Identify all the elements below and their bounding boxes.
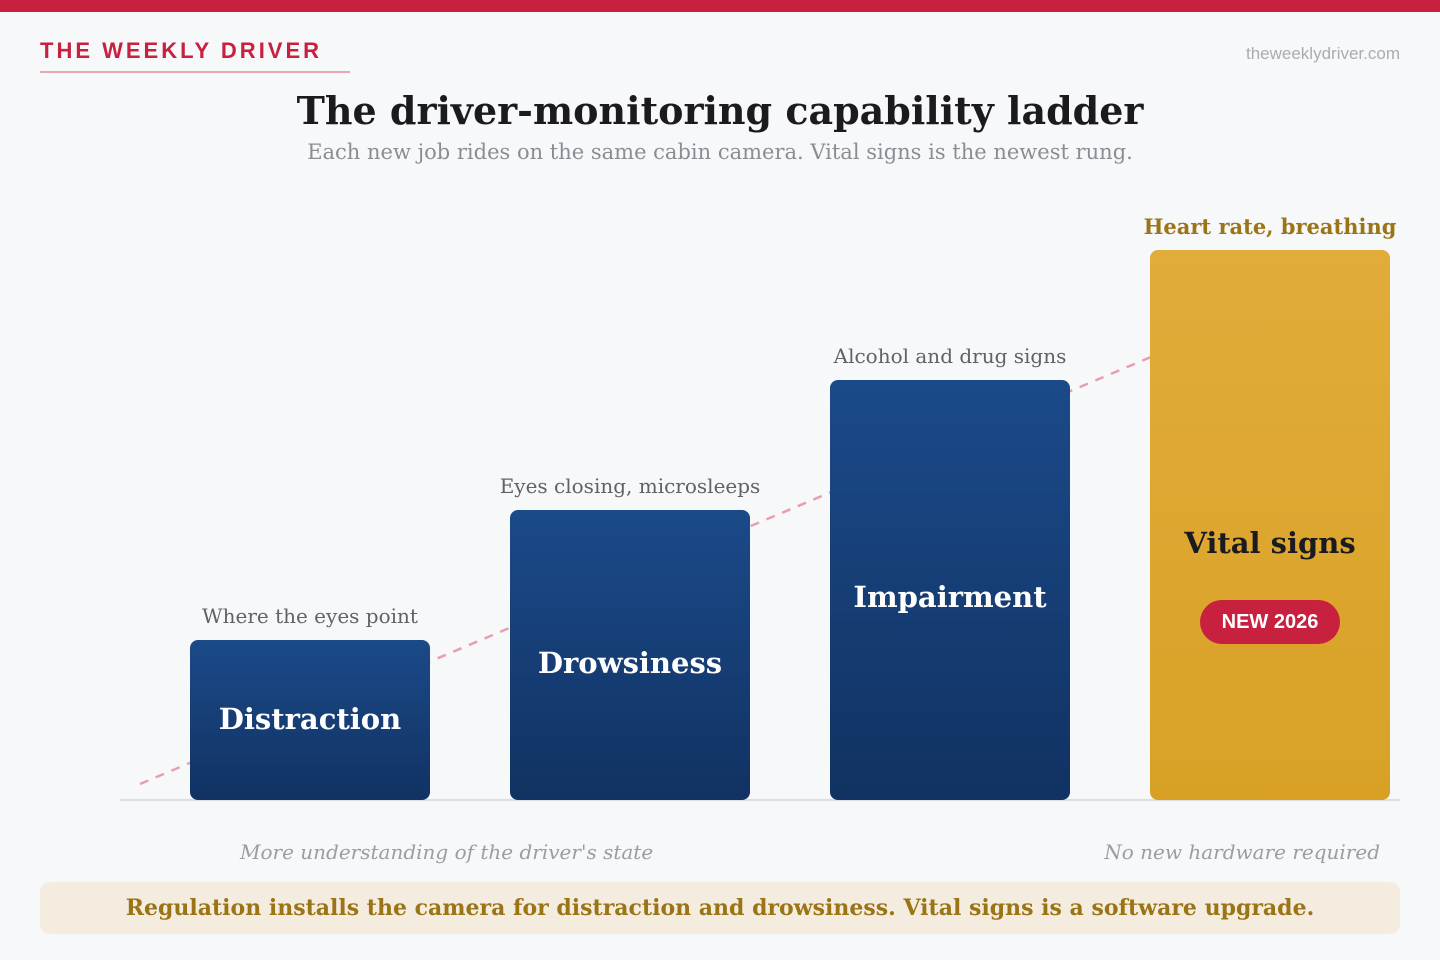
brand-underline — [40, 71, 350, 73]
rung-caption-distraction: Where the eyes point — [202, 604, 418, 628]
rung-vital-signs: Vital signs NEW 2026 — [1150, 250, 1390, 800]
rung-label: Impairment — [853, 580, 1047, 614]
rung-caption-drowsiness: Eyes closing, microsleeps — [499, 474, 761, 498]
page-title: The driver-monitoring capability ladder — [296, 88, 1144, 133]
rung-label: Vital signs — [1184, 526, 1356, 560]
new-badge: NEW 2026 — [1200, 600, 1340, 644]
summary-callout: Regulation installs the camera for distr… — [40, 882, 1400, 934]
brand-logo-text[interactable]: THE WEEKLY DRIVER — [40, 38, 323, 63]
rung-distraction: Distraction — [190, 640, 430, 800]
site-url[interactable]: theweeklydriver.com — [1245, 44, 1400, 63]
ladder-baseline — [120, 799, 1400, 801]
rung-caption-impairment: Alcohol and drug signs — [833, 344, 1067, 368]
page-subtitle: Each new job rides on the same cabin cam… — [307, 140, 1133, 164]
axis-note-left: More understanding of the driver's state — [240, 840, 654, 864]
rung-drowsiness: Drowsiness — [510, 510, 750, 800]
axis-note-right: No new hardware required — [1104, 840, 1380, 864]
rung-label: Drowsiness — [537, 646, 723, 680]
rung-caption-vital-signs: Heart rate, breathing — [1143, 214, 1397, 239]
rung-impairment: Impairment — [830, 380, 1070, 800]
top-accent-bar — [0, 0, 1440, 12]
rung-label: Distraction — [218, 702, 402, 736]
